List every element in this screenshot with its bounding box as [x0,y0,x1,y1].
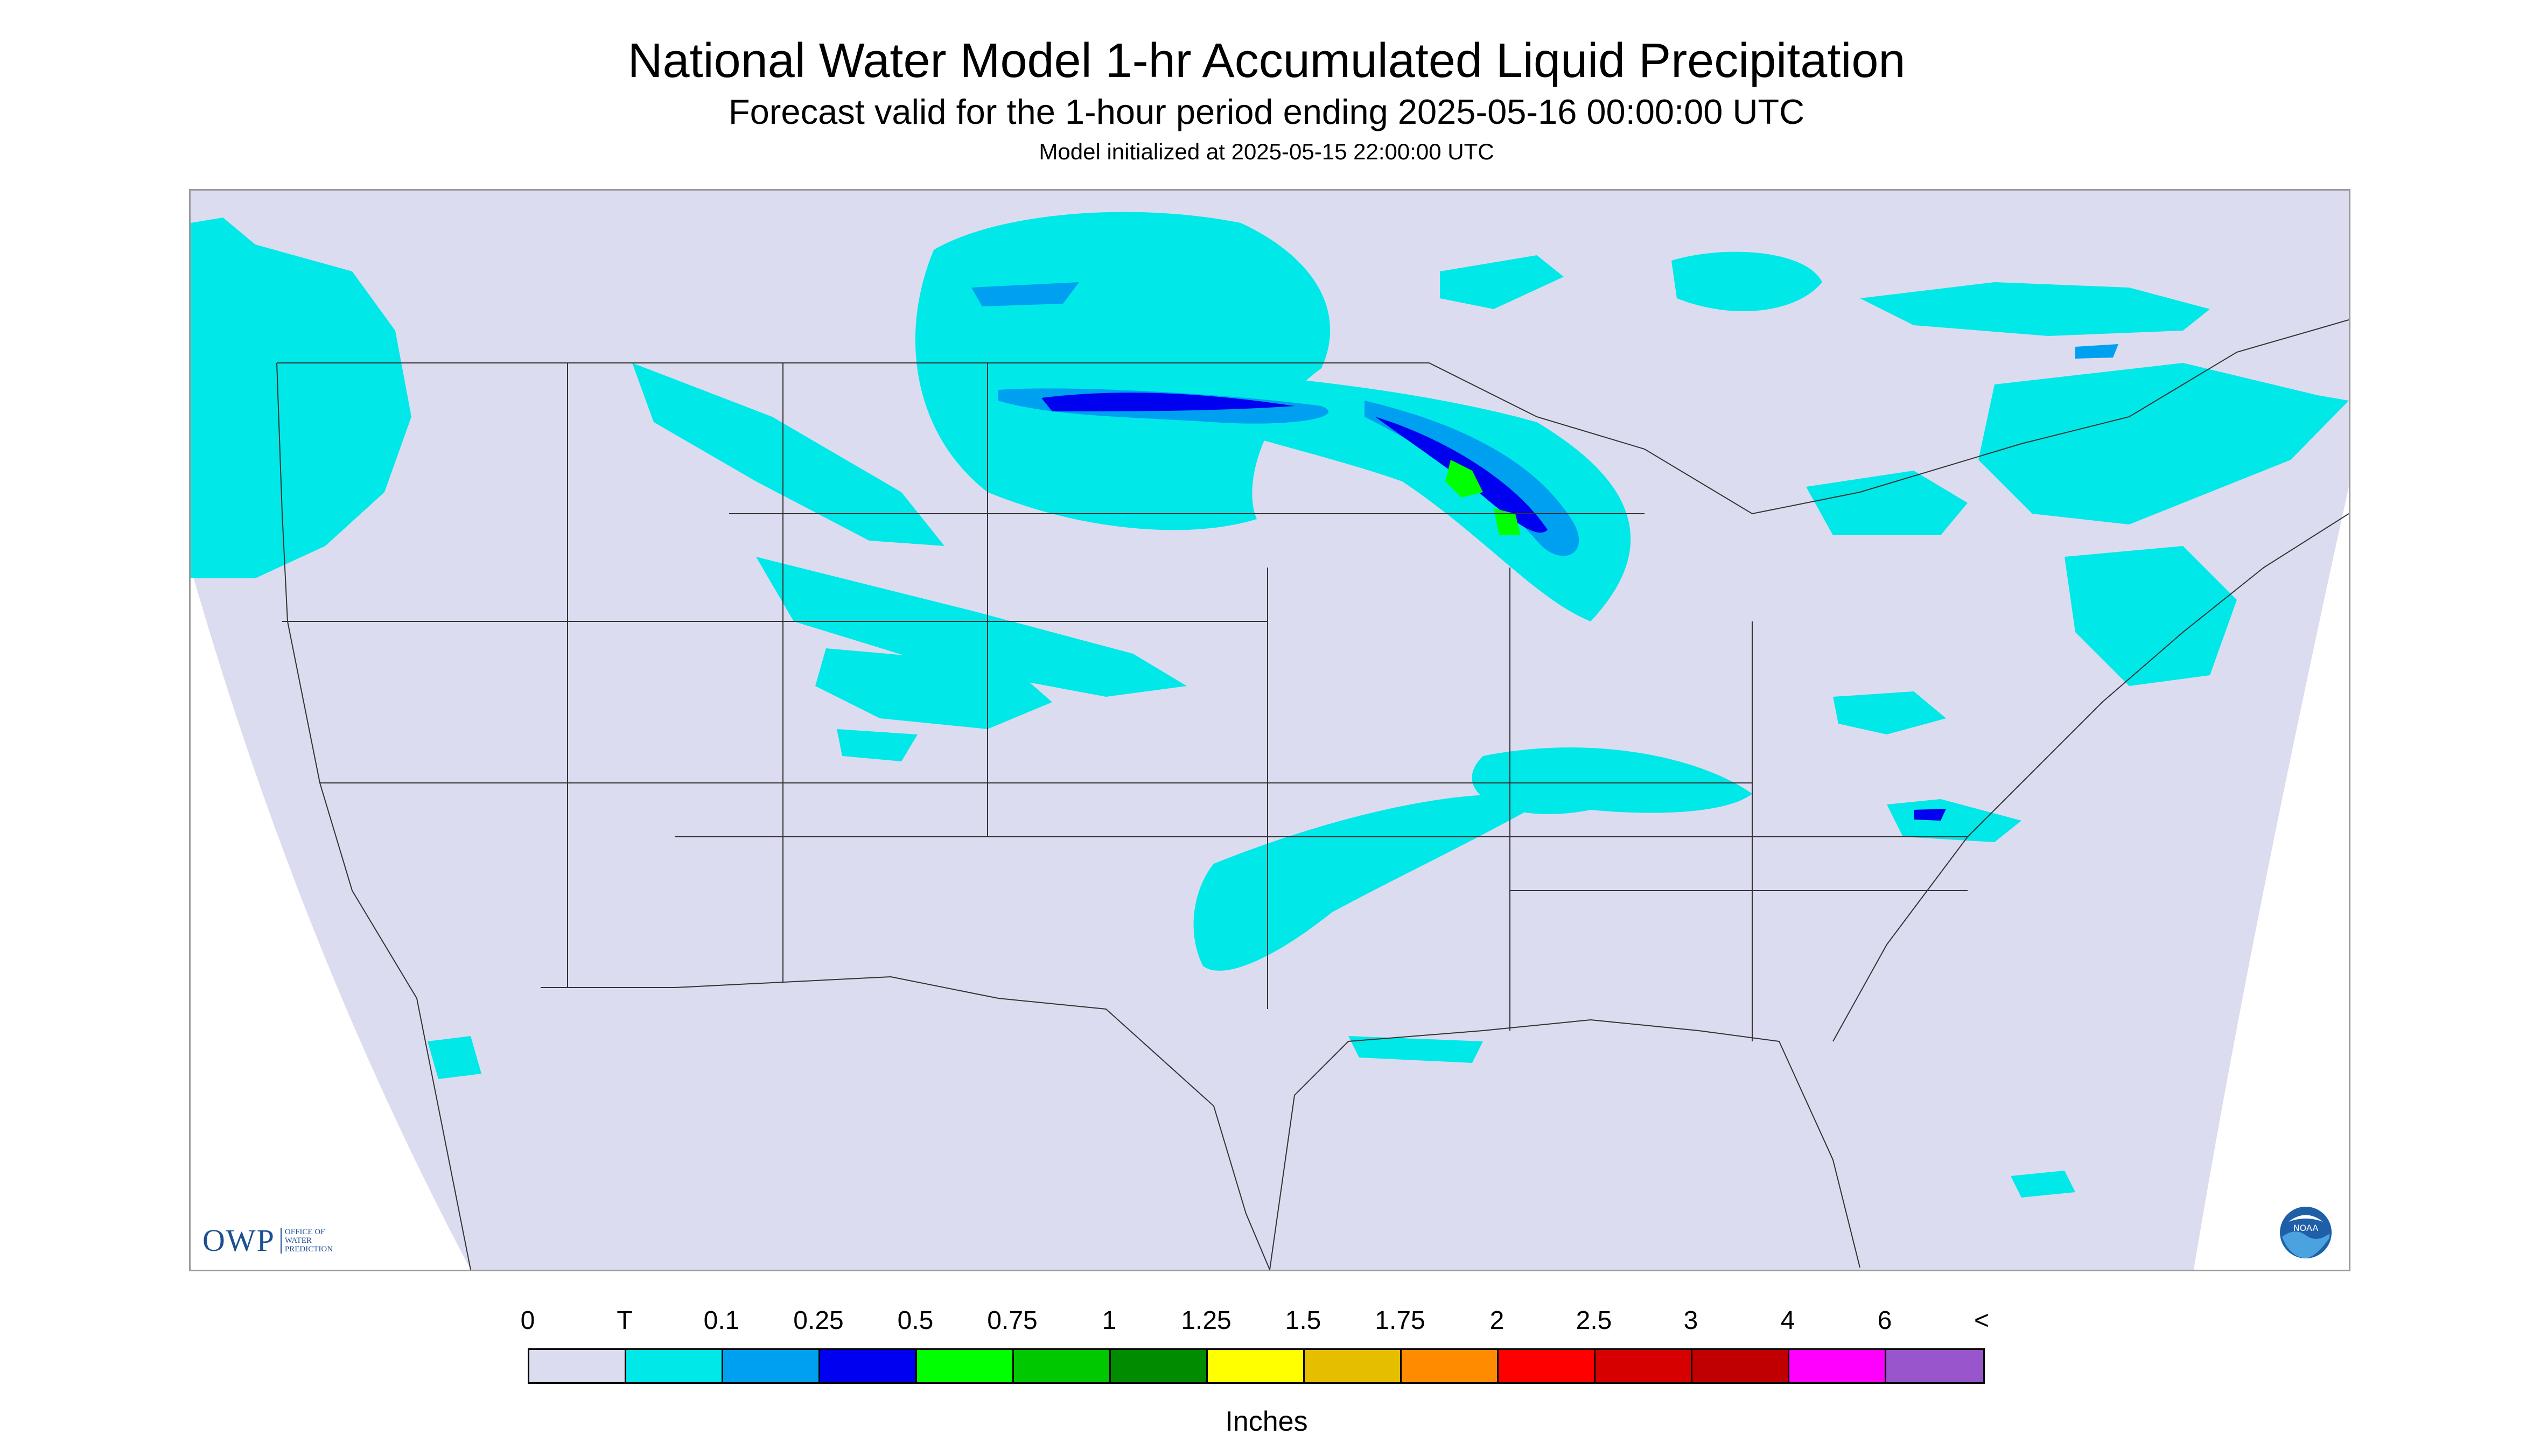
legend-color-bar [528,1348,1985,1384]
model-init-time: Model initialized at 2025-05-15 22:00:00… [1039,139,1494,164]
precipitation-map [191,191,2349,1270]
legend-label: 2 [1489,1306,1505,1335]
legend-label: 1.75 [1375,1306,1425,1335]
owp-sub-line-3: PREDICTION [284,1244,333,1254]
map-panel: OWP OFFICE OF WATER PREDICTION NOAA [189,189,2350,1271]
precip-lake-superior-north [1671,251,1822,311]
legend-swatch [1014,1350,1111,1382]
gulf-coast [1269,1019,1860,1270]
precip-colorado [815,648,1052,729]
legend-label: 0.75 [987,1306,1038,1335]
legend-swatch [820,1350,917,1382]
legend-label: 6 [1877,1306,1892,1335]
legend-swatch [1111,1350,1208,1382]
precip-ontario [1440,255,1564,309]
legend-swatch [1208,1350,1305,1382]
precip-virginia [1833,691,1946,734]
precip-heavy-areas [1445,460,1521,535]
precip-heavy-wisconsin-2 [1494,508,1521,535]
legend-label: 0.5 [897,1306,934,1335]
precip-great-lakes-band [1052,363,1631,621]
legend-swatch [1789,1350,1886,1382]
owp-logo-text: OWP [202,1223,275,1258]
precip-mid-atlantic [2065,546,2237,686]
precip-light-ontario [971,282,1079,306]
precip-nebraska-dots [837,729,918,761]
precip-new-england [1978,363,2349,524]
precip-trace-areas [191,212,2349,1198]
legend-label: 2.5 [1576,1306,1612,1335]
legend-units: Inches [1225,1406,1308,1437]
precip-quebec [1860,282,2210,336]
precip-montana-streaks [632,363,944,546]
precip-heavy-wisconsin [1445,460,1483,498]
legend-swatch [626,1350,723,1382]
legend-label: 1.5 [1285,1306,1321,1335]
legend-swatch [723,1350,820,1382]
legend-swatch [1402,1350,1499,1382]
precip-southern-plains [1193,794,1548,971]
legend-swatch [1886,1350,1983,1382]
precip-wyoming-streaks [756,557,1187,697]
owp-logo: OWP OFFICE OF WATER PREDICTION [202,1222,333,1258]
legend-label: 1.25 [1181,1306,1231,1335]
legend-label: 4 [1780,1306,1795,1335]
legend-label: 1 [1102,1306,1117,1335]
mexico-border [541,976,1270,1270]
map-title: National Water Model 1-hr Accumulated Li… [627,34,1906,88]
legend-swatch [1499,1350,1596,1382]
legend-swatch [529,1350,626,1382]
legend-label: 3 [1683,1306,1698,1335]
precip-gulf-coast [1348,1036,1483,1063]
legend-label: 0 [520,1306,535,1335]
legend-label: T [617,1306,633,1335]
precip-atlantic-south [2011,1171,2075,1198]
owp-sub-line-1: OFFICE OF [284,1227,325,1236]
atlantic-coast [1832,513,2349,1042]
legend-swatch [1596,1350,1692,1382]
legend-label: 0.1 [703,1306,740,1335]
state-boundaries [276,319,2349,1270]
map-subtitle: Forecast valid for the 1-hour period end… [728,92,1805,131]
precip-ohio-valley [1472,747,1752,814]
legend-swatch [1305,1350,1402,1382]
precip-light-quebec [2075,344,2118,359]
precip-pacific-northwest [191,218,411,578]
owp-logo-subtext: OFFICE OF WATER PREDICTION [280,1227,333,1254]
legend-swatch [917,1350,1014,1382]
color-legend: 0 T 0.1 0.25 0.5 0.75 1 1.25 1.5 1.75 2 2.5 3 4 6 < Inc… [0,1292,2533,1454]
owp-sub-line-2: WATER [284,1236,312,1245]
precip-pacific-west [428,1036,481,1079]
us-canada-border [277,319,2349,515]
precip-moderate-dakotas [1041,393,1295,411]
legend-label: 0.25 [793,1306,844,1335]
noaa-logo-icon: NOAA [2280,1207,2332,1258]
precip-moderate-north-carolina [1914,809,1946,821]
legend-swatch [1692,1350,1789,1382]
legend-label: < [1974,1306,1990,1335]
noaa-logo-text: NOAA [2293,1223,2319,1233]
precip-great-lakes-east [1806,471,1968,535]
